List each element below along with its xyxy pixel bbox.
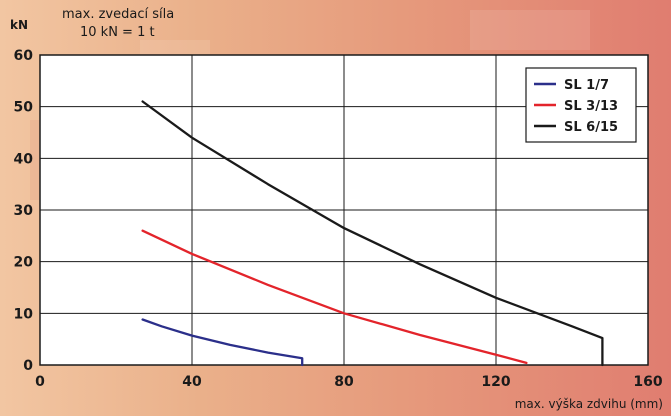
x-tick-label: 0 xyxy=(35,374,45,390)
series-line xyxy=(141,100,604,367)
y-axis-unit: kN xyxy=(10,18,29,32)
x-tick-label: 80 xyxy=(334,374,354,390)
y-tick-label: 0 xyxy=(23,358,33,374)
y-tick-label: 10 xyxy=(14,306,34,322)
x-tick-label: 120 xyxy=(481,374,510,390)
y-axis-note: 10 kN = 1 t xyxy=(80,25,155,40)
legend-label: SL 3/13 xyxy=(564,99,618,114)
legend-label: SL 1/7 xyxy=(564,78,609,93)
x-tick-label: 160 xyxy=(633,374,662,390)
series-line xyxy=(141,229,528,365)
y-tick-label: 50 xyxy=(14,100,34,116)
y-tick-label: 20 xyxy=(14,255,34,271)
y-tick-label: 30 xyxy=(14,203,34,219)
legend-label: SL 6/15 xyxy=(564,120,618,135)
x-tick-label: 40 xyxy=(182,374,202,390)
y-tick-label: 40 xyxy=(14,151,34,167)
series-line xyxy=(141,318,304,367)
y-tick-label: 60 xyxy=(14,48,34,64)
x-axis-label: max. výška zdvihu (mm) xyxy=(514,397,663,411)
y-axis-caption: max. zvedací síla xyxy=(62,7,175,22)
